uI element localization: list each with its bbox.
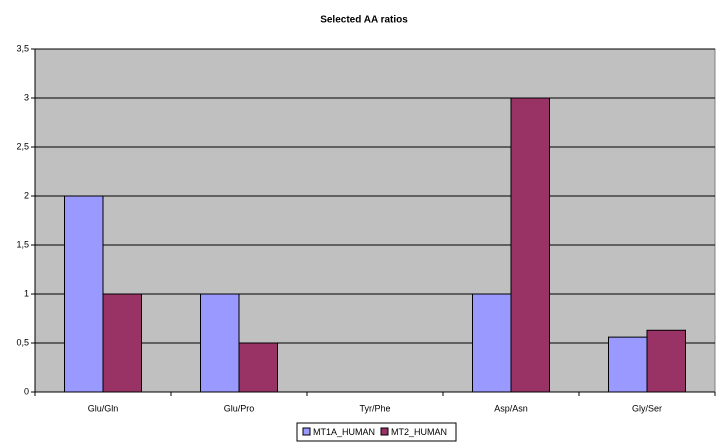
legend-swatch (380, 427, 389, 436)
bar (608, 336, 648, 393)
x-tick-label: Glu/Pro (224, 403, 255, 413)
x-tick-label: Gly/Ser (632, 403, 662, 413)
legend-label: MT1A_HUMAN (313, 427, 375, 437)
bar (200, 293, 240, 393)
legend-swatch (302, 427, 311, 436)
bar (102, 293, 142, 393)
x-tick-label: Glu/Gln (88, 403, 119, 413)
y-tick-label: 0 (24, 386, 29, 396)
x-tick-label: Tyr/Phe (359, 403, 390, 413)
x-tick-label: Asp/Asn (494, 403, 528, 413)
bar (646, 329, 686, 393)
y-tick-label: 2 (24, 190, 29, 200)
y-tick-label: 1 (24, 288, 29, 298)
chart-title: Selected AA ratios (320, 15, 408, 26)
legend-box (296, 422, 457, 442)
legend-label: MT2_HUMAN (391, 427, 447, 437)
bar (238, 342, 278, 393)
y-tick-label: 2,5 (16, 141, 29, 151)
y-tick-label: 0,5 (16, 337, 29, 347)
y-tick-label: 3,5 (16, 43, 29, 53)
bar (472, 293, 512, 393)
bar (510, 97, 550, 393)
plot-area (34, 48, 716, 393)
bar (64, 195, 104, 393)
y-tick-label: 1,5 (16, 239, 29, 249)
y-tick-label: 3 (24, 92, 29, 102)
